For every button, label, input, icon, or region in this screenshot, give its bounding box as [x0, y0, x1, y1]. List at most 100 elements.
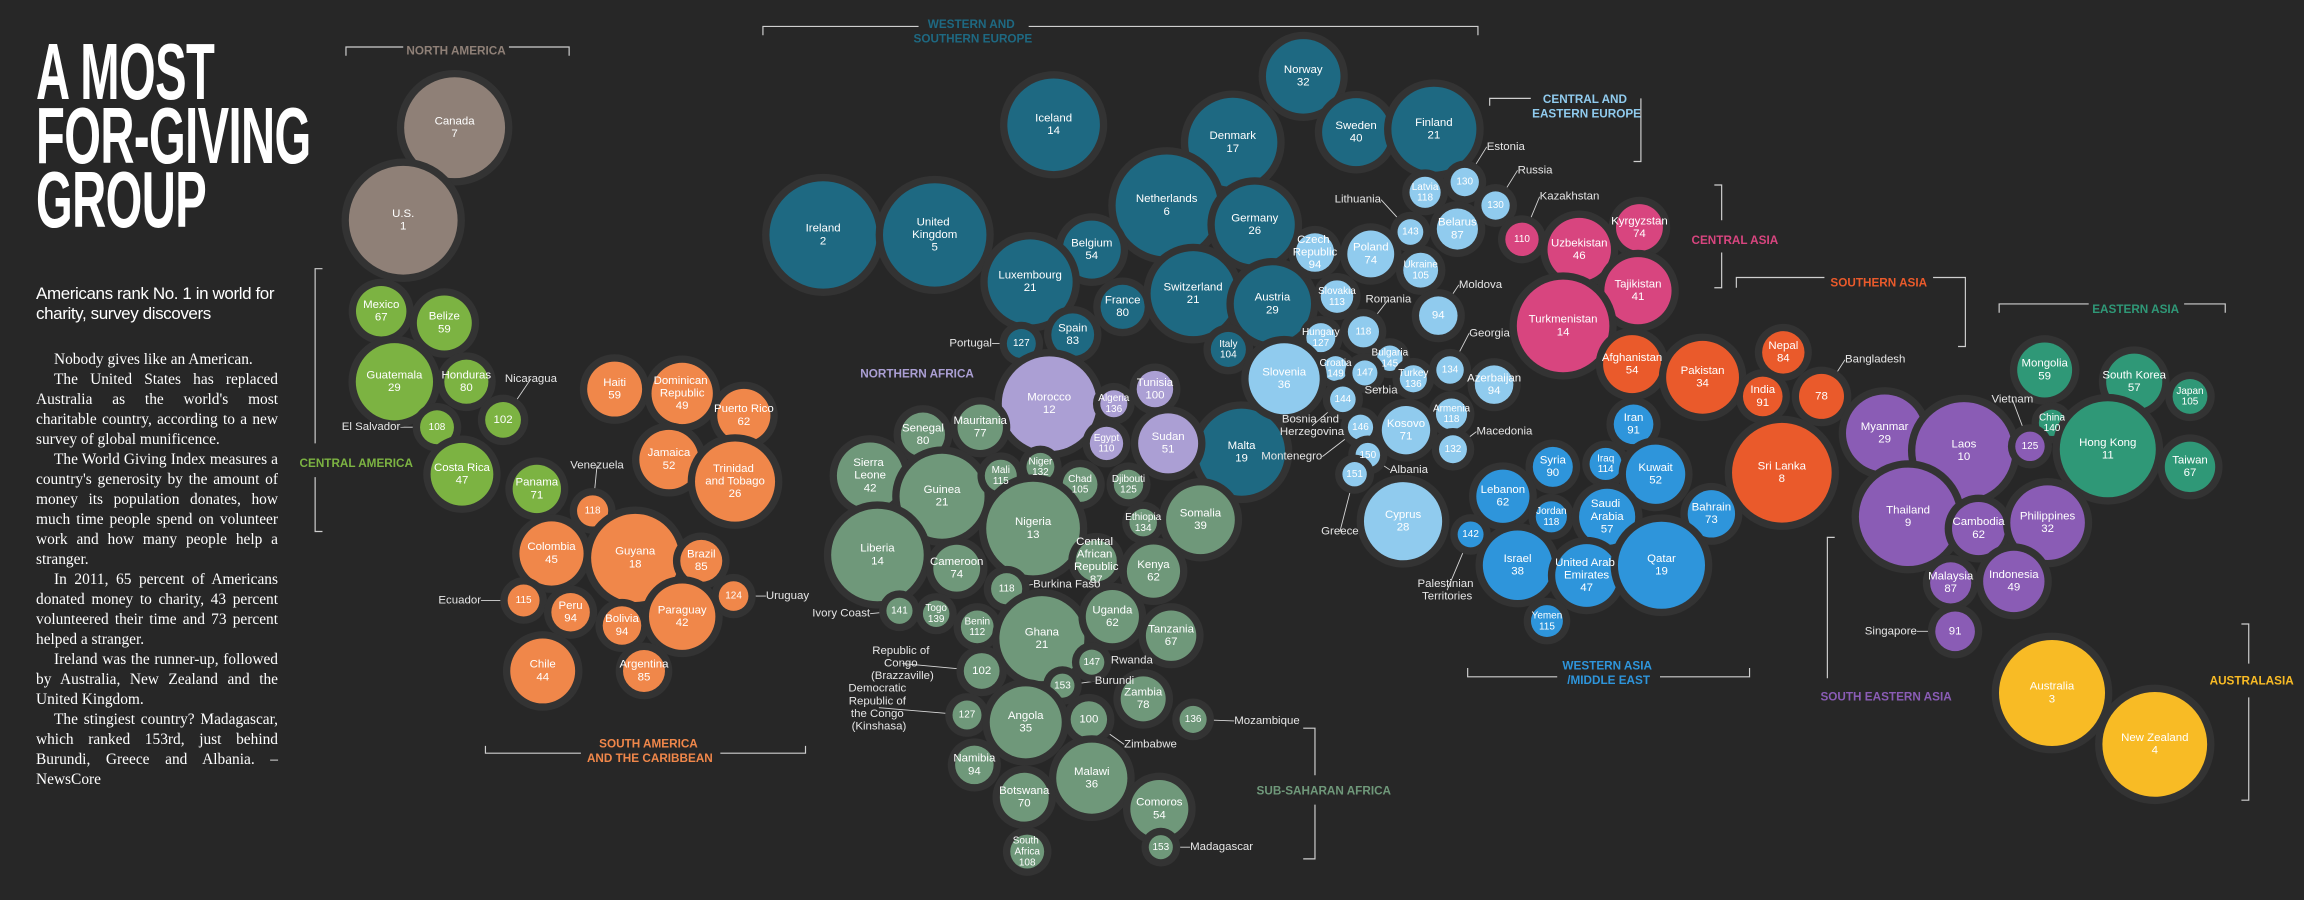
- country-bubble: [1935, 611, 1975, 652]
- country-name: Guinea: [924, 484, 962, 496]
- country-rank: 113: [1329, 297, 1345, 308]
- country-rank: 115: [1539, 621, 1555, 632]
- country-rank: 14: [871, 555, 884, 567]
- country-name: Egypt: [1094, 432, 1120, 443]
- country-bubble: [1320, 280, 1354, 313]
- country-bubble: [1516, 279, 1610, 373]
- country-bubble: [1138, 413, 1199, 474]
- country-bubble: [1129, 508, 1157, 537]
- country-rank: 110: [1514, 234, 1530, 245]
- country-name: El Salvador: [342, 421, 401, 433]
- country-bubble: [999, 772, 1049, 822]
- country-bubble: [2164, 441, 2216, 493]
- country-rank: 59: [438, 323, 451, 335]
- country-bubble: [591, 513, 680, 602]
- country-rank: 6: [1163, 206, 1169, 218]
- country-name: Switzerland: [1164, 281, 1223, 293]
- country-name: Singapore: [1865, 625, 1917, 637]
- country-name: Moldova: [1459, 279, 1503, 291]
- country-bubble: [886, 597, 913, 624]
- country-bubble: [1007, 78, 1100, 172]
- country-rank: 74: [1633, 228, 1646, 240]
- country-name: Belgium: [1071, 237, 1112, 249]
- country-bubble: [1166, 485, 1235, 555]
- country-name: Democratic Republic of the Congo (Kinsha…: [848, 683, 909, 733]
- country-rank: 85: [695, 561, 708, 573]
- country-bubble: [1399, 365, 1427, 393]
- country-rank: 115: [516, 595, 532, 606]
- country-name: Peru: [559, 600, 583, 612]
- country-name: Republic of Congo (Brazzaville): [871, 645, 934, 682]
- country-name: Yemen: [1532, 610, 1563, 621]
- country-bubble: [1617, 521, 1706, 609]
- country-bubble: [2017, 342, 2073, 398]
- country-bubble: [1352, 360, 1378, 386]
- country-name: Uruguay: [766, 590, 810, 602]
- country-name: Uganda: [1092, 604, 1133, 616]
- country-rank: 87: [1451, 229, 1464, 241]
- country-rank: 140: [2044, 423, 2061, 434]
- country-rank: 124: [725, 591, 742, 602]
- country-name: Benin: [965, 616, 991, 627]
- country-bubble: [1858, 467, 1958, 567]
- country-name: Slovakia: [1318, 286, 1356, 297]
- country-rank: 134: [1442, 365, 1459, 376]
- country-bubble: [404, 77, 506, 179]
- title: A MOST FOR-GIVING GROUP: [36, 27, 311, 244]
- region-label: EASTERN ASIA: [2092, 303, 2179, 316]
- country-bubble: [1079, 649, 1105, 675]
- country-name: Mauritania: [954, 415, 1008, 427]
- country-bubble: [1113, 469, 1144, 500]
- country-bubble: [1100, 284, 1145, 329]
- country-name: Rwanda: [1111, 655, 1154, 667]
- country-name: Djibouti: [1112, 474, 1145, 485]
- country-rank: 26: [1248, 225, 1261, 237]
- country-bubble: [1347, 316, 1380, 348]
- country-rank: 12: [1043, 404, 1056, 416]
- country-rank: 74: [1364, 254, 1377, 266]
- country-rank: 54: [1085, 250, 1098, 262]
- country-name: Argentina: [620, 659, 670, 671]
- region-bracket: [345, 46, 570, 56]
- country-name: Armenia: [1433, 403, 1471, 414]
- country-name: Tunisia: [1137, 377, 1174, 389]
- country-bubble: [769, 181, 877, 289]
- country-rank: 42: [864, 482, 877, 494]
- country-bubble: [999, 596, 1085, 682]
- country-bubble: [1476, 469, 1530, 523]
- country-name: Venezuela: [570, 459, 624, 471]
- country-rank: 21: [1036, 639, 1049, 651]
- subtitle: Americans rank No. 1 in world for charit…: [36, 284, 275, 323]
- country-name: Taiwan: [2172, 455, 2208, 467]
- country-bubble: [1436, 208, 1478, 250]
- country-rank: 80: [460, 382, 473, 394]
- country-rank: 105: [1412, 270, 1429, 281]
- country-name: Cyprus: [1385, 509, 1422, 521]
- country-name: Russia: [1518, 164, 1554, 176]
- country-rank: 108: [429, 422, 446, 433]
- country-name: Ghana: [1025, 626, 1060, 638]
- country-name: Canada: [435, 115, 476, 127]
- country-bubble: [1798, 373, 1844, 419]
- country-rank: 5: [932, 242, 938, 254]
- country-rank: 21: [936, 497, 949, 509]
- country-name: Bahrain: [1692, 502, 1731, 514]
- country-bubble: [1006, 329, 1036, 359]
- region-label: CENTRAL ASIA: [1692, 234, 1779, 247]
- country-rank: 125: [1120, 485, 1137, 496]
- country-name: Angola: [1008, 710, 1044, 722]
- country-bubble: [1179, 705, 1207, 733]
- country-bubble: [1762, 331, 1805, 374]
- region-bracket: [1826, 536, 1835, 679]
- country-bubble: [1604, 257, 1672, 325]
- country-bubble: [957, 404, 1003, 450]
- country-name: Afghanistan: [1602, 352, 1662, 364]
- country-name: Hong Kong: [2079, 437, 2136, 449]
- country-bubble: [1056, 742, 1128, 814]
- country-rank: 78: [1815, 390, 1828, 402]
- country-name: Botswana: [999, 785, 1050, 797]
- country-rank: 45: [545, 554, 558, 566]
- country-rank: 143: [1402, 227, 1419, 238]
- country-name: Chile: [530, 659, 556, 671]
